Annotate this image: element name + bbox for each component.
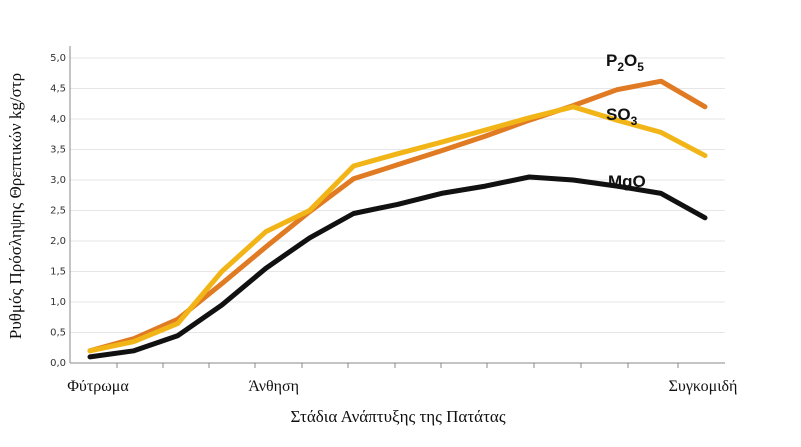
y-tick-label: 0,5 [50, 328, 66, 339]
series-line-mgo [87, 174, 708, 360]
y-tick-label: 2,0 [50, 236, 66, 247]
y-tick-labels: 0,0 0,5 1,0 1,5 2,0 2,5 3,0 3,5 4,0 4,5 5,0 [50, 53, 66, 369]
axes [69, 46, 725, 368]
y-tick-label: 4,5 [50, 84, 66, 95]
series-label-so3: SO3 [606, 105, 638, 128]
y-tick-label: 3,5 [50, 145, 66, 156]
series-line-so3 [87, 104, 708, 354]
x-category-label: Φύτρωμα [67, 378, 129, 395]
y-tick-label: 2,5 [50, 206, 66, 217]
grid-lines [70, 57, 725, 333]
series-label-p2o5: P2O5 [606, 51, 644, 74]
series-label-mgo: MgO [608, 172, 646, 191]
y-tick-label: 4,0 [50, 114, 66, 125]
series-lines [87, 78, 708, 360]
x-category-label: Συγκομιδή [669, 378, 738, 395]
x-tick-labels: Φύτρωμα Άνθηση Συγκομιδή [67, 378, 737, 395]
y-tick-label: 0,0 [50, 358, 66, 369]
x-axis-title: Στάδια Ανάπτυξης της Πατάτας [290, 407, 505, 426]
y-tick-label: 3,0 [50, 175, 66, 186]
y-tick-label: 5,0 [50, 53, 66, 64]
y-tick-label: 1,5 [50, 267, 66, 278]
x-category-label: Άνθηση [248, 378, 299, 395]
y-tick-label: 1,0 [50, 297, 66, 308]
y-axis-title: Ρυθμός Πρόσληψης Θρεπτικών kg/στρ [6, 73, 25, 339]
